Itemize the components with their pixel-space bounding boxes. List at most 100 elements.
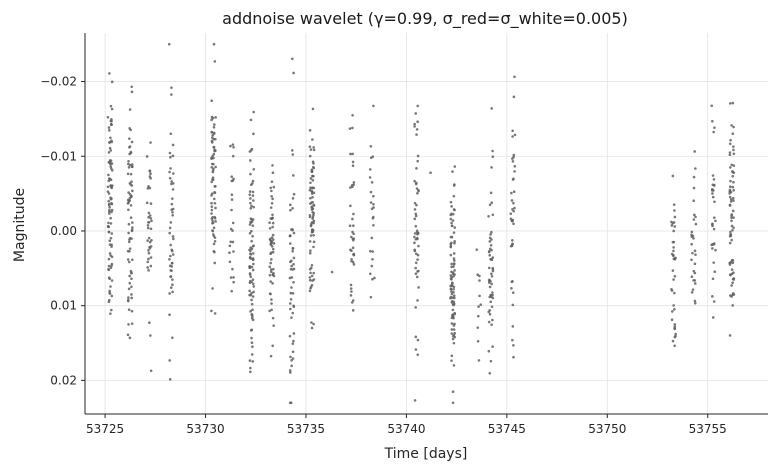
data-point [271,216,274,220]
data-point [369,144,373,148]
data-point [251,244,255,248]
data-point [128,336,132,340]
data-point [490,230,493,234]
data-point [252,132,255,136]
data-point [451,334,455,338]
data-point [129,150,133,154]
data-point [693,282,697,285]
data-point [312,186,316,190]
data-point [730,272,734,276]
data-point [730,216,733,219]
data-point [172,237,175,241]
data-point [108,239,112,242]
data-point [690,258,693,262]
data-point [211,133,215,137]
data-point [731,304,735,307]
data-point [711,295,714,298]
data-point [414,112,418,115]
data-point [731,261,735,265]
data-point [213,191,217,195]
data-point [413,179,416,183]
data-point [369,190,373,194]
data-point [692,237,695,240]
data-point [673,326,676,330]
data-point [130,85,133,89]
data-point [169,243,172,247]
data-point [170,180,174,183]
data-point [249,257,253,260]
data-point [213,215,216,219]
data-point [252,199,255,202]
data-point [268,309,271,313]
data-point [231,240,235,244]
data-point [110,139,113,143]
data-point [311,174,315,178]
data-point [109,312,112,315]
data-point [351,299,355,302]
data-point [271,344,275,348]
data-point [512,201,515,205]
data-point [511,338,514,342]
data-point [168,231,171,235]
data-point [351,152,355,156]
data-point [171,210,174,214]
data-point [130,163,134,166]
data-point [171,143,175,147]
data-point [213,312,217,315]
data-point [251,179,255,183]
data-point [692,269,696,273]
data-point [212,145,216,149]
data-point [673,275,677,278]
data-point [415,128,419,131]
data-point [128,238,131,241]
data-point [349,248,352,252]
data-point [416,120,419,123]
data-point [349,287,353,290]
data-point [110,202,114,206]
data-point [107,192,111,195]
data-point [450,281,454,285]
data-point [269,251,273,254]
data-point [479,303,483,306]
data-point [452,231,456,234]
data-point [127,208,130,212]
data-point [251,258,255,262]
data-point [312,203,316,207]
data-point [250,298,253,302]
data-point [130,309,134,313]
data-point [213,239,217,243]
data-point [452,300,456,304]
data-point [232,145,235,149]
data-point [231,221,235,225]
data-point [131,221,134,224]
data-point [109,236,113,240]
data-point [268,265,272,269]
data-point [730,268,734,271]
data-point [170,265,174,268]
data-point [351,185,354,189]
data-point [451,212,455,216]
data-point [452,341,456,345]
data-point [511,129,514,133]
data-point [369,272,372,276]
data-point [107,264,111,268]
data-point [413,201,417,205]
data-point [108,252,112,255]
data-point [231,143,235,146]
data-point [109,149,113,152]
data-point [350,259,353,263]
data-point [251,224,255,227]
data-point [212,42,216,46]
data-point [270,236,274,239]
data-point [107,126,111,129]
data-point [248,272,252,275]
data-point [290,286,293,289]
data-point [351,309,355,312]
data-point [290,149,294,152]
data-point [130,90,134,94]
data-point [109,266,113,270]
data-point [672,246,675,249]
data-point [130,285,133,289]
y-tick-label: −0.01 [40,149,77,163]
data-point [732,152,736,156]
